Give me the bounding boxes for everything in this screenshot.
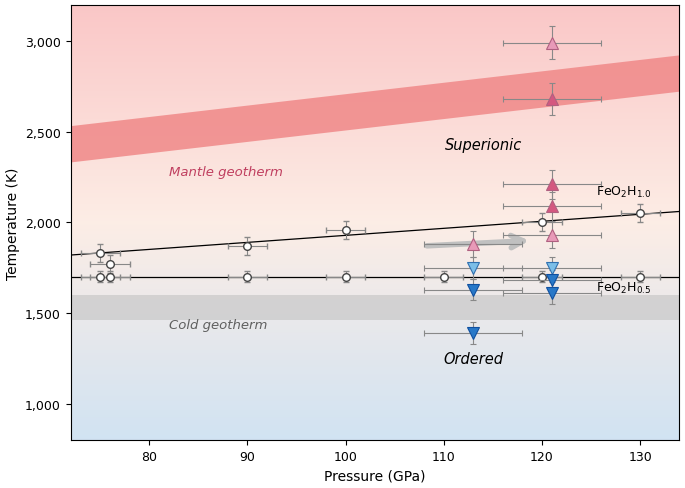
Text: FeO$_2$H$_{1.0}$: FeO$_2$H$_{1.0}$ — [596, 184, 651, 200]
Y-axis label: Temperature (K): Temperature (K) — [5, 167, 20, 279]
Polygon shape — [680, 49, 685, 100]
Text: Cold geotherm: Cold geotherm — [169, 318, 267, 331]
Text: Superionic: Superionic — [445, 138, 522, 153]
X-axis label: Pressure (GPa): Pressure (GPa) — [324, 468, 426, 483]
Polygon shape — [71, 295, 680, 321]
Text: Ordered: Ordered — [443, 351, 503, 366]
Polygon shape — [71, 56, 680, 163]
Text: FeO$_2$H$_{0.5}$: FeO$_2$H$_{0.5}$ — [596, 281, 651, 296]
Polygon shape — [680, 290, 685, 326]
Text: Mantle geotherm: Mantle geotherm — [169, 166, 283, 179]
